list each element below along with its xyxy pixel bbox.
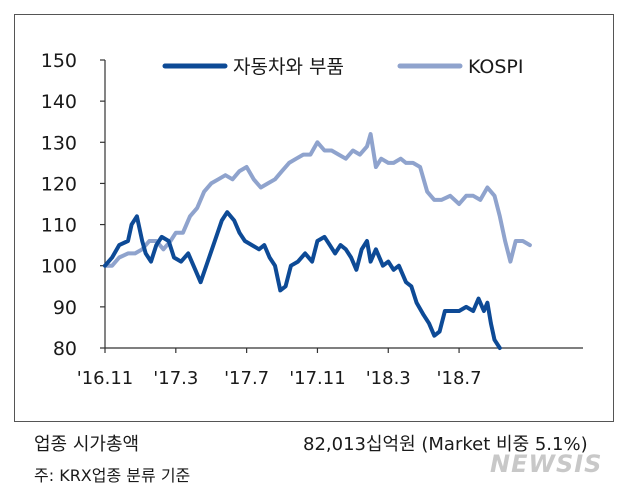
- x-tick-label: '18.7: [437, 368, 482, 389]
- newsis-watermark: NEWSIS: [490, 450, 603, 478]
- y-tick-label: 110: [41, 215, 77, 237]
- x-tick-label: '18.3: [366, 368, 411, 389]
- plot-area: [104, 60, 583, 349]
- y-tick-label: 120: [41, 173, 77, 195]
- y-tick-label: 100: [41, 256, 77, 278]
- x-tick-label: '17.3: [153, 368, 198, 389]
- y-tick-label: 90: [53, 297, 77, 319]
- series-line-auto-parts: [103, 210, 502, 350]
- x-tick-label: '17.11: [289, 368, 345, 389]
- y-tick-label: 150: [41, 50, 77, 72]
- y-tick-label: 140: [41, 91, 77, 113]
- series-line-kospi: [103, 132, 532, 268]
- y-tick-label: 80: [53, 338, 77, 360]
- x-tick-label: '17.7: [224, 368, 269, 389]
- legend-auto-parts-label: 자동차와 부품: [233, 56, 344, 78]
- x-axis: '16.11 '17.3 '17.7 '17.11 '18.3 '18.7: [77, 348, 482, 389]
- market-cap-label: 업종 시가총액: [34, 434, 140, 455]
- x-tick-label: '16.11: [77, 368, 133, 389]
- market-cap-value: 82,013십억원 (Market 비중 5.1%): [303, 434, 588, 455]
- y-tick-label: 130: [41, 132, 77, 154]
- legend-kospi-label: KOSPI: [468, 56, 524, 78]
- y-axis: 80 90 100 110 120 130 140 150: [41, 50, 105, 360]
- legend: 자동차와 부품 KOSPI: [162, 56, 524, 78]
- footnote: 주: KRX업종 분류 기준: [34, 466, 191, 485]
- series-layer: [103, 132, 532, 350]
- chart-frame: [14, 14, 614, 422]
